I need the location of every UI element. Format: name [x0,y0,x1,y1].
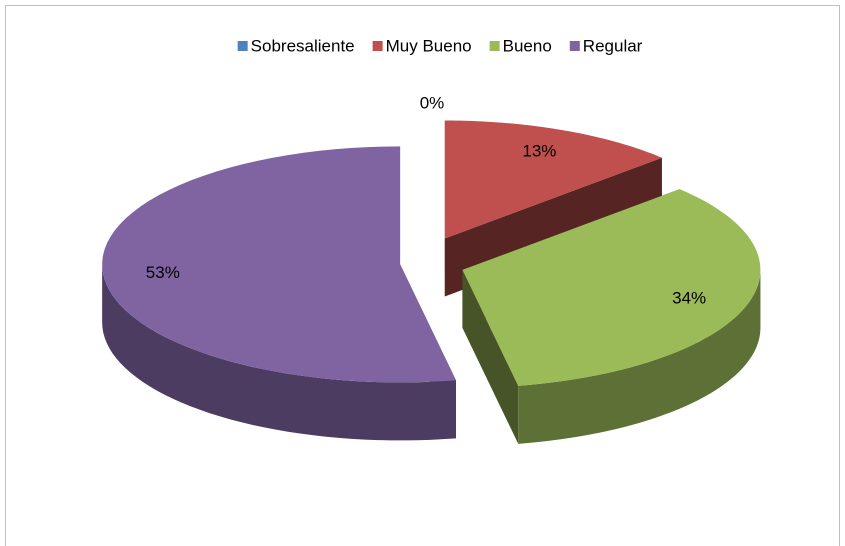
data-label: 0% [420,94,445,113]
slice-side-wall [518,269,761,444]
legend-label: Bueno [503,36,552,55]
pie-tops [102,120,761,386]
slice [444,120,662,239]
slice-side-wall [102,264,456,441]
slice [462,189,761,386]
data-label: 13% [522,141,556,160]
slice-cut-wall [462,269,519,444]
slice [102,146,456,383]
legend: Sobresaliente Muy Bueno Bueno Regular [237,36,643,55]
legend-swatch [569,41,580,51]
data-label: 34% [672,289,706,308]
legend-swatch [372,41,383,51]
legend-label: Muy Bueno [386,36,472,55]
legend-label: Sobresaliente [251,36,355,55]
legend-swatch [489,41,500,51]
legend-label: Regular [583,36,643,55]
data-label: 53% [146,263,180,282]
legend-swatch [237,41,248,51]
